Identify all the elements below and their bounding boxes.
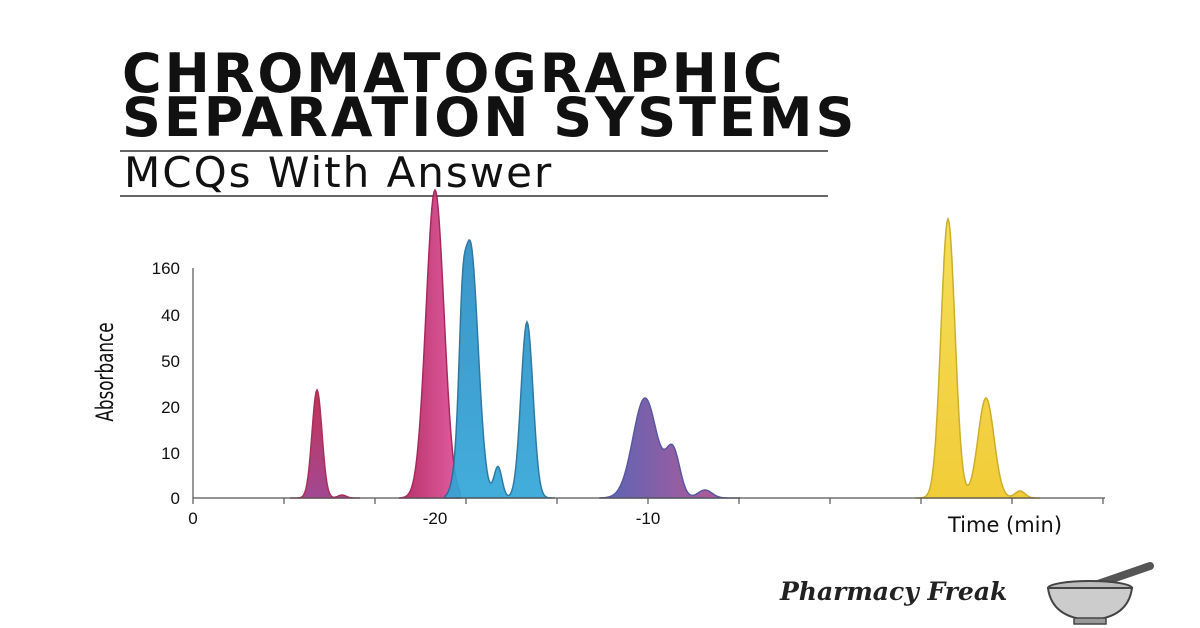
peak [915, 216, 1040, 499]
mortar-icon [1046, 562, 1154, 625]
peak [399, 188, 461, 499]
y-tick-label: 50 [161, 352, 180, 371]
x-tick-label: -20 [423, 509, 448, 528]
peak [444, 239, 555, 499]
y-tick-label: 160 [152, 259, 180, 278]
title-line: CHROMATOGRAPHIC [122, 42, 786, 105]
title-line: SEPARATION SYSTEMS [122, 86, 857, 149]
peak [290, 388, 360, 499]
x-tick-label: -10 [636, 509, 661, 528]
x-tick-label: 0 [188, 509, 197, 528]
y-tick-label: 0 [171, 489, 180, 508]
y-tick-label: 40 [161, 306, 180, 325]
y-tick-label: 20 [161, 398, 180, 417]
y-axis-label: Absorbance [91, 322, 119, 421]
brand: Pharmacy Freak [779, 577, 1007, 606]
y-tick-label: 10 [161, 444, 180, 463]
peak [599, 397, 740, 499]
subtitle: MCQs With Answer [124, 148, 553, 197]
x-ticks [192, 498, 1104, 504]
chromatogram [290, 188, 1040, 499]
x-axis-label: Time (min) [947, 513, 1062, 537]
